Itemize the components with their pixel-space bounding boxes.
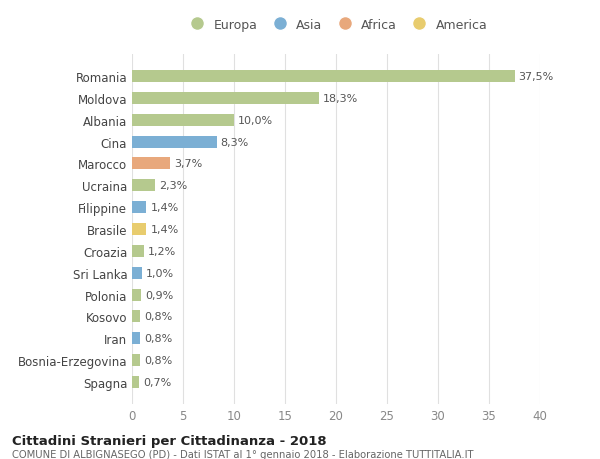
Bar	[132, 224, 146, 235]
Bar	[132, 158, 170, 170]
Bar	[132, 136, 217, 148]
Text: COMUNE DI ALBIGNASEGO (PD) - Dati ISTAT al 1° gennaio 2018 - Elaborazione TUTTIT: COMUNE DI ALBIGNASEGO (PD) - Dati ISTAT …	[12, 449, 473, 459]
Text: 2,3%: 2,3%	[160, 181, 188, 191]
Text: 1,4%: 1,4%	[151, 203, 179, 213]
Bar	[132, 289, 141, 301]
Bar	[132, 332, 140, 344]
Bar	[132, 115, 234, 127]
Bar	[132, 311, 140, 323]
Text: 10,0%: 10,0%	[238, 116, 273, 125]
Text: 18,3%: 18,3%	[323, 94, 358, 104]
Text: 1,2%: 1,2%	[148, 246, 176, 256]
Bar	[132, 180, 155, 192]
Text: 0,9%: 0,9%	[145, 290, 173, 300]
Bar	[132, 267, 142, 279]
Text: 0,8%: 0,8%	[144, 312, 172, 322]
Bar	[132, 376, 139, 388]
Text: 0,8%: 0,8%	[144, 355, 172, 365]
Bar	[132, 93, 319, 105]
Text: 1,0%: 1,0%	[146, 268, 175, 278]
Text: 0,8%: 0,8%	[144, 334, 172, 343]
Legend: Europa, Asia, Africa, America: Europa, Asia, Africa, America	[182, 16, 490, 34]
Text: 37,5%: 37,5%	[518, 72, 554, 82]
Bar	[132, 245, 144, 257]
Bar	[132, 354, 140, 366]
Bar	[132, 71, 515, 83]
Text: 3,7%: 3,7%	[174, 159, 202, 169]
Text: Cittadini Stranieri per Cittadinanza - 2018: Cittadini Stranieri per Cittadinanza - 2…	[12, 434, 326, 447]
Bar	[132, 202, 146, 214]
Text: 1,4%: 1,4%	[151, 224, 179, 235]
Text: 0,7%: 0,7%	[143, 377, 172, 387]
Text: 8,3%: 8,3%	[221, 137, 249, 147]
